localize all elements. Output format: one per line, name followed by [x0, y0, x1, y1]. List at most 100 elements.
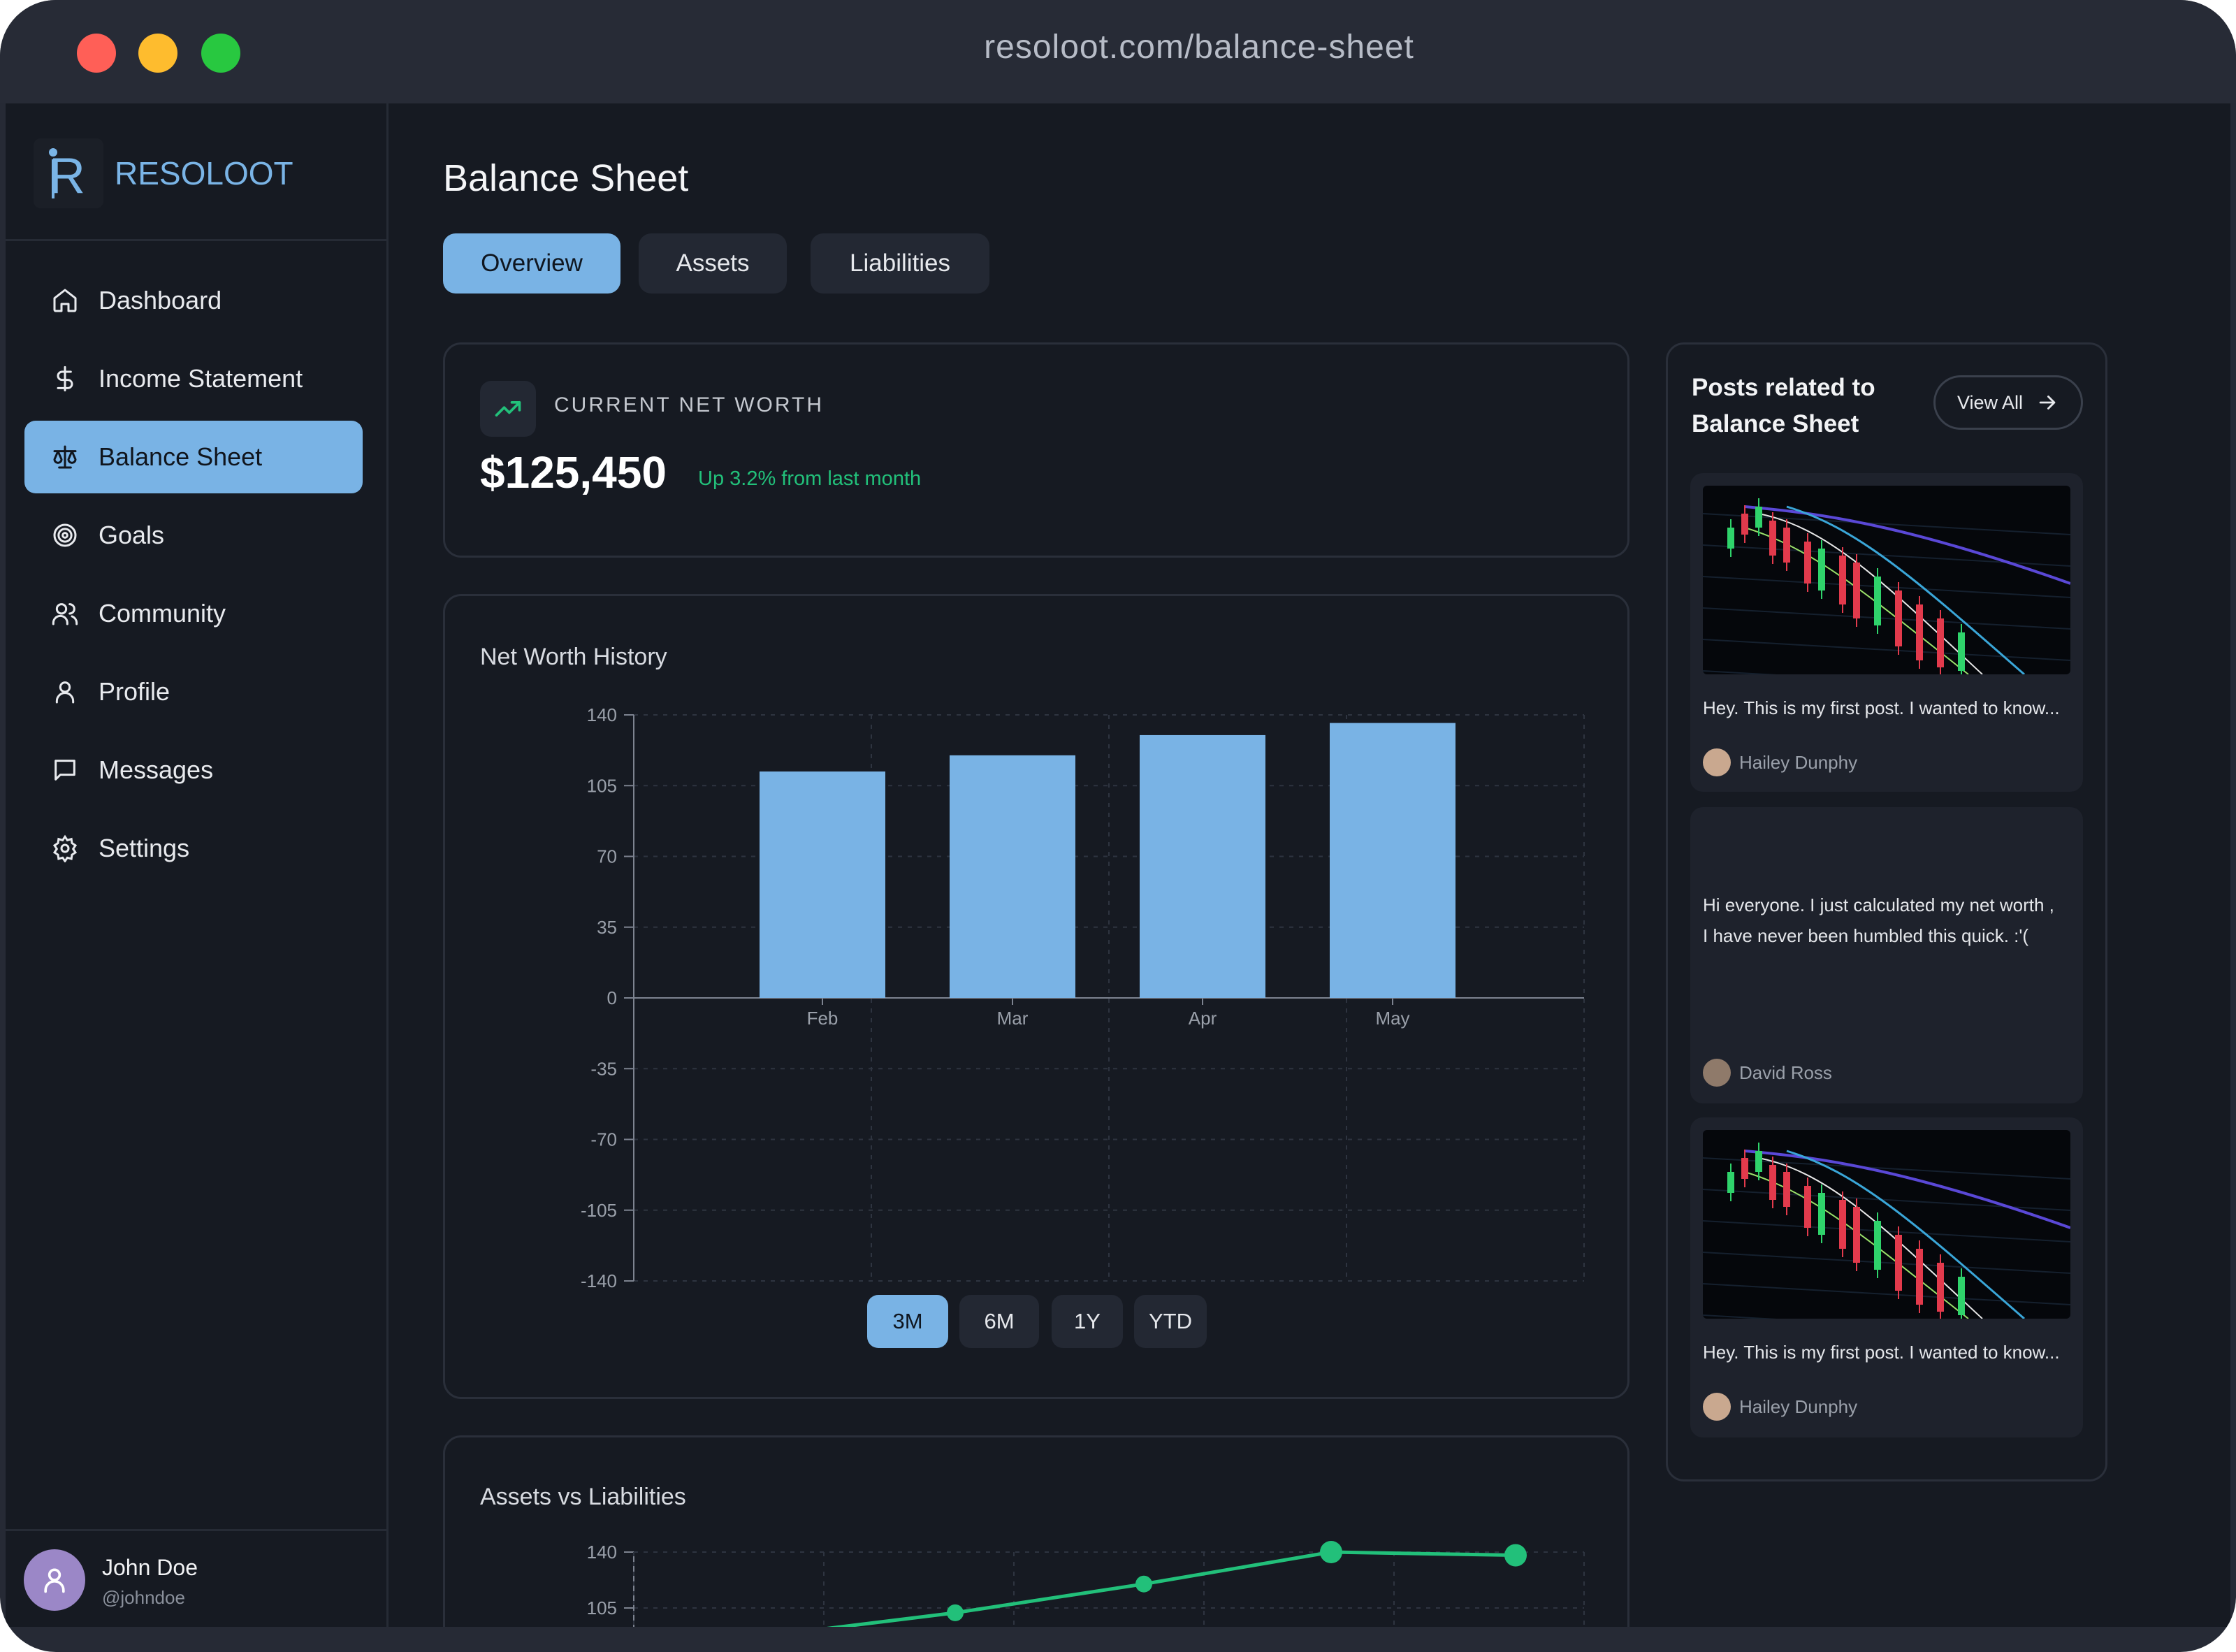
user-name: John Doe: [102, 1555, 198, 1580]
y-tick-label: 140: [587, 1542, 617, 1563]
chart-title: Assets vs Liabilities: [480, 1484, 686, 1510]
tab-assets[interactable]: Assets: [639, 233, 787, 294]
related-posts-panel: Posts related to Balance Sheet View All …: [1666, 342, 2107, 1481]
chart-title: Net Worth History: [480, 644, 667, 670]
x-tick-label: Apr: [1189, 1008, 1217, 1029]
line-point: [947, 1604, 964, 1621]
minimize-window-button[interactable]: [138, 34, 177, 73]
assets-liabilities-line-chart: 140 105: [587, 1541, 1585, 1627]
post-author[interactable]: Hailey Dunphy: [1703, 748, 1857, 776]
sidebar-item-dashboard[interactable]: Dashboard: [24, 264, 363, 337]
user-profile[interactable]: John Doe @johndoe: [6, 1529, 389, 1627]
tab-overview[interactable]: Overview: [443, 233, 620, 294]
svg-text:R: R: [49, 148, 85, 204]
assets-vs-liabilities-card: Assets vs Liabilities 140 105: [443, 1435, 1629, 1627]
sidebar-item-income-statement[interactable]: Income Statement: [24, 342, 363, 415]
gear-icon: [50, 833, 80, 864]
post-text-line: I have never been humbled this quick. :'…: [1703, 925, 2029, 946]
y-tick-label: 0: [607, 987, 617, 1008]
bar-mar: [950, 755, 1075, 998]
browser-titlebar: resoloot.com/balance-sheet: [0, 0, 2236, 103]
page-title: Balance Sheet: [443, 157, 689, 199]
post-author[interactable]: Hailey Dunphy: [1703, 1393, 1857, 1421]
y-tick-label: -105: [581, 1200, 617, 1221]
sidebar-item-balance-sheet[interactable]: Balance Sheet: [24, 421, 363, 493]
message-icon: [50, 755, 80, 785]
sidebar-nav: Dashboard Income Statement Balance Sheet…: [24, 264, 363, 890]
user-avatar-icon: [44, 1568, 65, 1593]
home-icon: [50, 285, 80, 316]
arrow-right-icon: [2039, 396, 2056, 410]
view-all-label: View All: [1956, 391, 2024, 413]
dollar-icon: [50, 363, 80, 394]
y-tick-label: 70: [597, 846, 617, 867]
line-point: [1320, 1541, 1342, 1563]
author-avatar: [1703, 1393, 1731, 1421]
sidebar-item-label: Profile: [99, 677, 170, 706]
post-author[interactable]: David Ross: [1703, 1059, 1832, 1087]
y-tick-label: 105: [587, 775, 617, 796]
author-name: Hailey Dunphy: [1739, 751, 1858, 773]
range-ytd-button[interactable]: YTD: [1134, 1295, 1207, 1348]
sidebar-item-label: Balance Sheet: [99, 442, 263, 471]
main-content: Balance Sheet Overview Assets Liabilitie…: [389, 103, 2230, 1627]
sidebar-item-label: Goals: [99, 521, 165, 549]
y-tick-label: 140: [587, 704, 617, 725]
y-tick-label: -70: [590, 1129, 617, 1150]
range-3m-button[interactable]: 3M: [867, 1295, 948, 1348]
scale-icon: [50, 442, 80, 472]
net-worth-label: CURRENT NET WORTH: [554, 393, 825, 416]
stock-chart-image: [1703, 1130, 2070, 1319]
sidebar-item-label: Messages: [99, 755, 214, 784]
x-tick-label: Mar: [997, 1008, 1029, 1029]
trending-up-icon: [480, 381, 536, 437]
range-1y-button[interactable]: 1Y: [1052, 1295, 1123, 1348]
sidebar-item-label: Settings: [99, 834, 190, 862]
sidebar-item-goals[interactable]: Goals: [24, 499, 363, 572]
stock-chart-image: [1703, 486, 2070, 674]
post-card[interactable]: Hey. This is my first post. I wanted to …: [1690, 473, 2083, 792]
sidebar-item-label: Income Statement: [99, 364, 303, 393]
sidebar-item-messages[interactable]: Messages: [24, 734, 363, 806]
x-tick-label: May: [1375, 1008, 1409, 1029]
resoloot-logo-icon: R: [34, 138, 103, 208]
author-avatar: [1703, 1059, 1731, 1087]
post-text-line: Hi everyone. I just calculated my net wo…: [1703, 894, 2054, 915]
view-all-button[interactable]: View All: [1933, 375, 2083, 430]
sidebar-item-profile[interactable]: Profile: [24, 655, 363, 728]
range-6m-button[interactable]: 6M: [959, 1295, 1039, 1348]
post-card[interactable]: Hi everyone. I just calculated my net wo…: [1690, 807, 2083, 1103]
posts-title: Posts related to Balance Sheet: [1692, 374, 1875, 437]
post-text: Hey. This is my first post. I wanted to …: [1703, 697, 2060, 718]
line-point: [1504, 1544, 1527, 1567]
avatar[interactable]: [24, 1549, 85, 1611]
sidebar-item-label: Community: [99, 599, 226, 628]
y-tick-label: 105: [587, 1597, 617, 1618]
author-name: David Ross: [1739, 1062, 1832, 1083]
y-tick-label: 35: [597, 917, 617, 938]
target-icon: [50, 520, 80, 551]
net-worth-value: $125,450: [480, 447, 667, 498]
sidebar: R RESOLOOT Dashboard Income Statement: [6, 103, 389, 1627]
bar-feb: [760, 771, 885, 998]
maximize-window-button[interactable]: [201, 34, 240, 73]
net-worth-card: CURRENT NET WORTH $125,450 Up 3.2% from …: [443, 342, 1629, 558]
address-bar[interactable]: resoloot.com/balance-sheet: [984, 29, 1414, 66]
user-icon: [50, 676, 80, 707]
app-content: R RESOLOOT Dashboard Income Statement: [6, 103, 2230, 1627]
sidebar-item-community[interactable]: Community: [24, 577, 363, 650]
post-card[interactable]: Hey. This is my first post. I wanted to …: [1690, 1117, 2083, 1437]
brand[interactable]: R RESOLOOT: [34, 138, 293, 208]
close-window-button[interactable]: [77, 34, 116, 73]
y-tick-label: -140: [581, 1270, 617, 1288]
users-icon: [50, 598, 80, 629]
net-worth-bar-chart: 140 105 70 35 0 -35 -70 -105 -140 Feb Mar Apr May: [581, 704, 1585, 1288]
author-avatar: [1703, 748, 1731, 776]
sidebar-item-settings[interactable]: Settings: [24, 812, 363, 885]
sidebar-item-label: Dashboard: [99, 286, 222, 314]
author-name: Hailey Dunphy: [1739, 1396, 1858, 1417]
net-worth-change: Up 3.2% from last month: [698, 468, 922, 490]
tab-liabilities[interactable]: Liabilities: [811, 233, 989, 294]
post-text: Hey. This is my first post. I wanted to …: [1703, 1342, 2060, 1363]
